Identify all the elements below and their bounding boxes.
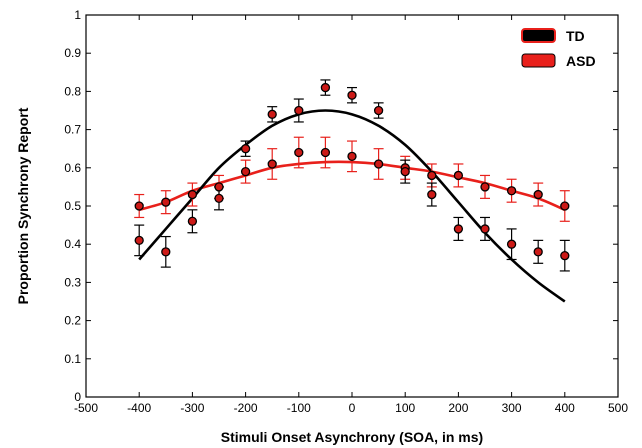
data-point-td xyxy=(187,216,198,226)
error-bars xyxy=(134,79,570,272)
data-point-td xyxy=(240,144,251,154)
x-tick-label: -400 xyxy=(127,401,151,415)
y-tick-label: 0.8 xyxy=(64,84,81,98)
data-point-td xyxy=(427,189,437,200)
data-point-td xyxy=(347,90,357,100)
data-point-td xyxy=(320,82,331,93)
data-point-asd xyxy=(240,166,251,177)
data-point-asd xyxy=(134,201,144,211)
y-tick-label: 0.3 xyxy=(64,275,81,289)
y-tick-label: 0.9 xyxy=(64,46,81,60)
data-point-asd xyxy=(214,182,224,192)
data-point-asd xyxy=(320,147,331,158)
y-tick-label: 0.5 xyxy=(64,199,81,213)
legend-label-td: TD xyxy=(566,28,585,44)
x-tick-label: -200 xyxy=(234,401,258,415)
x-tick-label: 100 xyxy=(395,401,415,415)
data-point-asd xyxy=(161,197,171,207)
legend-swatch-asd xyxy=(521,53,556,68)
legend-swatch-td xyxy=(521,28,556,43)
data-point-asd xyxy=(533,189,543,200)
x-axis-title: Stimuli Onset Asynchrony (SOA, in ms) xyxy=(221,429,483,445)
data-point-td xyxy=(453,224,464,234)
y-tick-label: 0.2 xyxy=(64,314,81,328)
y-tick-label: 0.6 xyxy=(64,161,81,175)
x-tick-label: 300 xyxy=(502,401,522,415)
x-tick-label: 200 xyxy=(448,401,468,415)
data-point-asd xyxy=(506,186,517,196)
legend-label-asd: ASD xyxy=(566,53,596,69)
data-point-td xyxy=(214,193,224,204)
x-axis: -500 -400 -300 -200 -100 0 100 200 300 400 500 xyxy=(74,15,628,415)
data-point-asd xyxy=(373,159,384,169)
y-tick-label: 0 xyxy=(74,390,81,404)
x-tick-label: 500 xyxy=(608,401,628,415)
y-axis-title: Proportion Synchrony Report xyxy=(15,107,31,304)
data-point-td xyxy=(560,251,570,261)
data-point-td xyxy=(294,105,304,116)
y-tick-label: 0.4 xyxy=(64,237,81,251)
fit-curves xyxy=(138,109,566,303)
x-tick-label: -300 xyxy=(180,401,204,415)
data-point-td xyxy=(506,239,517,249)
legend: TD ASD xyxy=(521,28,596,69)
data-point-td xyxy=(480,224,490,234)
data-point-td xyxy=(533,247,543,257)
y-tick-label: 1 xyxy=(74,8,81,22)
data-point-td xyxy=(134,235,144,246)
x-tick-label: 0 xyxy=(349,401,356,415)
data-point-asd xyxy=(267,159,277,169)
y-tick-label: 0.1 xyxy=(64,352,81,366)
data-point-td xyxy=(373,105,384,116)
data-point-asd xyxy=(187,189,198,200)
x-tick-label: -100 xyxy=(287,401,311,415)
data-point-td xyxy=(400,166,410,177)
data-point-asd xyxy=(453,170,464,181)
data-point-asd xyxy=(480,182,490,192)
data-point-asd xyxy=(294,147,304,158)
x-tick-label: -500 xyxy=(74,401,98,415)
y-tick-label: 0.7 xyxy=(64,123,81,137)
data-point-asd xyxy=(560,201,570,211)
x-tick-label: 400 xyxy=(555,401,575,415)
data-point-asd xyxy=(347,151,357,161)
data-point-td xyxy=(161,247,171,257)
data-point-asd xyxy=(427,170,437,181)
fit-curve-td xyxy=(138,109,566,303)
data-point-td xyxy=(267,109,277,119)
data-points xyxy=(134,82,570,261)
y-axis: 0 0.1 0.2 0.3 0.4 0.5 0.6 0.7 0.8 0.9 1 xyxy=(64,8,618,404)
